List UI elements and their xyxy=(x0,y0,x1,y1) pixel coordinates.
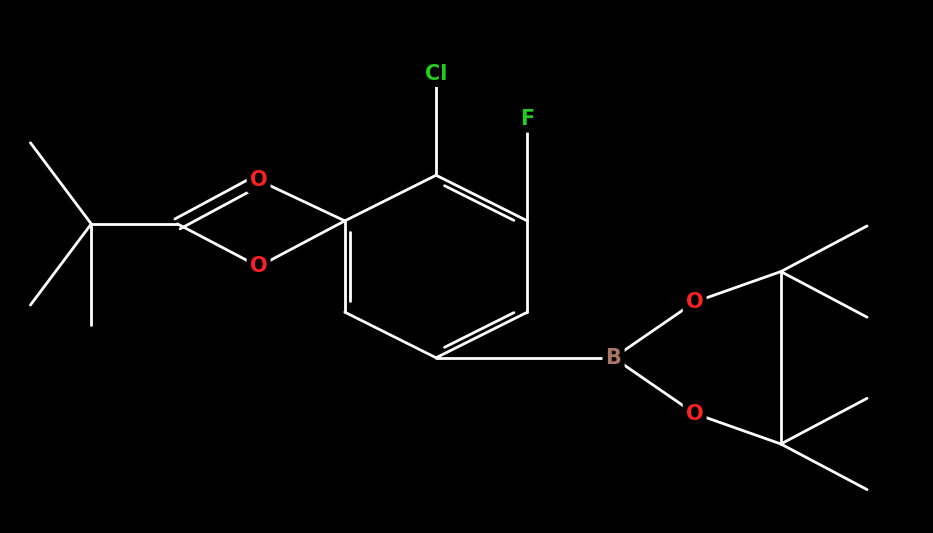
Text: B: B xyxy=(606,348,621,368)
Text: O: O xyxy=(686,292,703,312)
Text: O: O xyxy=(686,403,703,424)
Text: O: O xyxy=(250,256,268,277)
Text: F: F xyxy=(521,109,535,130)
Text: O: O xyxy=(250,171,268,190)
Text: Cl: Cl xyxy=(425,64,447,84)
